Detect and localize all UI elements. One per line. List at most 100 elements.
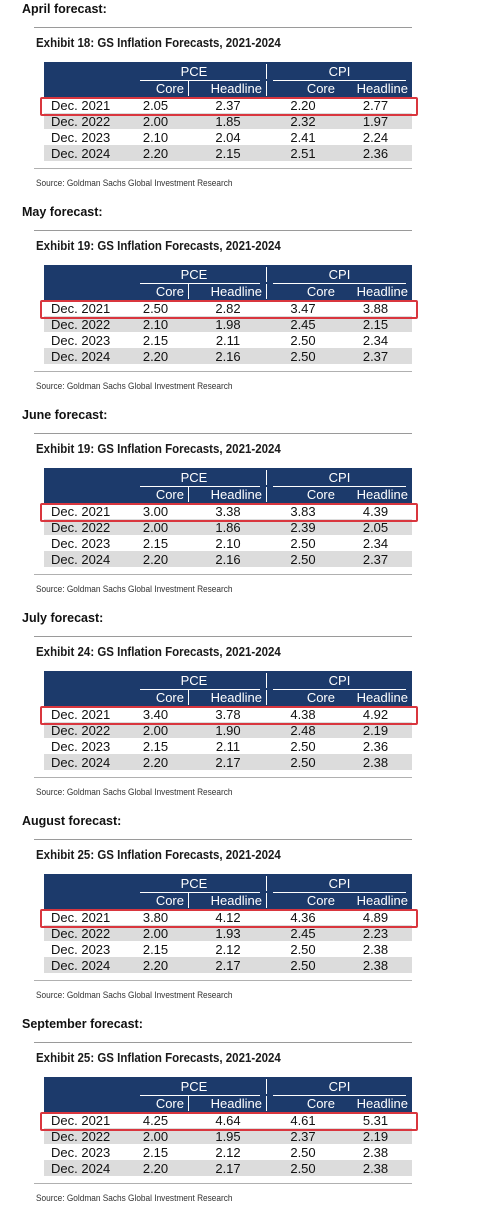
pce-core-cell: 2.20 bbox=[142, 145, 169, 161]
cpi-core-header: Core bbox=[306, 81, 335, 96]
pce-headline-cell: 2.10 bbox=[215, 535, 241, 551]
pce-core-cell: 4.25 bbox=[142, 1112, 169, 1128]
cpi-core-header: Core bbox=[306, 487, 335, 502]
cpi-core-cell: 2.41 bbox=[290, 129, 316, 145]
pce-headline-cell: 4.12 bbox=[215, 909, 241, 925]
period-cell: Dec. 2022 bbox=[51, 722, 111, 738]
cpi-headline-header: Headline bbox=[356, 284, 408, 299]
cpi-group-header: CPI bbox=[267, 470, 412, 487]
period-cell: Dec. 2022 bbox=[51, 925, 111, 941]
period-cell: Dec. 2023 bbox=[51, 1144, 111, 1160]
divider bbox=[34, 168, 412, 169]
pce-core-cell: 2.00 bbox=[142, 722, 169, 738]
cpi-headline-cell: 2.05 bbox=[362, 519, 389, 535]
pce-headline-header: Headline bbox=[189, 893, 267, 908]
forecast-label: June forecast: bbox=[22, 408, 108, 422]
table-row: Dec. 2021 3.00 3.38 3.83 4.39 bbox=[44, 503, 412, 519]
source-note: Source: Goldman Sachs Global Investment … bbox=[36, 1193, 233, 1203]
pce-headline-cell: 2.82 bbox=[215, 300, 241, 316]
cpi-core-header: Core bbox=[306, 284, 335, 299]
period-cell: Dec. 2024 bbox=[51, 145, 111, 161]
table-row: Dec. 2024 2.20 2.17 2.50 2.38 bbox=[44, 1160, 412, 1176]
cpi-core-cell: 4.61 bbox=[290, 1112, 316, 1128]
table-column-header: Core Headline Core Headline bbox=[44, 80, 412, 97]
forecast-block: May forecast: Exhibit 19: GS Inflation F… bbox=[0, 203, 500, 406]
pce-core-cell: 2.10 bbox=[142, 316, 169, 332]
forecast-block: September forecast: Exhibit 25: GS Infla… bbox=[0, 1015, 500, 1218]
table-row: Dec. 2021 3.40 3.78 4.38 4.92 bbox=[44, 706, 412, 722]
forecast-block: April forecast: Exhibit 18: GS Inflation… bbox=[0, 0, 500, 203]
pce-headline-header: Headline bbox=[189, 690, 267, 705]
cpi-core-cell: 2.50 bbox=[290, 957, 316, 973]
table-column-header: Core Headline Core Headline bbox=[44, 689, 412, 706]
cpi-headline-cell: 5.31 bbox=[362, 1112, 389, 1128]
source-note: Source: Goldman Sachs Global Investment … bbox=[36, 381, 233, 391]
cpi-headline-cell: 2.37 bbox=[362, 348, 389, 364]
period-cell: Dec. 2023 bbox=[51, 332, 111, 348]
table-group-header: PCE CPI bbox=[44, 62, 412, 81]
table-group-header: PCE CPI bbox=[44, 1077, 412, 1096]
pce-core-cell: 3.00 bbox=[142, 503, 169, 519]
cpi-headline-header: Headline bbox=[356, 690, 408, 705]
cpi-core-cell: 4.38 bbox=[290, 706, 316, 722]
table-row: Dec. 2023 2.10 2.04 2.41 2.24 bbox=[44, 129, 412, 145]
table-row: Dec. 2024 2.20 2.16 2.50 2.37 bbox=[44, 348, 412, 364]
cpi-headline-cell: 4.92 bbox=[362, 706, 389, 722]
table-group-header: PCE CPI bbox=[44, 671, 412, 690]
forecast-label: July forecast: bbox=[22, 611, 104, 625]
period-cell: Dec. 2021 bbox=[51, 706, 111, 722]
pce-headline-cell: 2.17 bbox=[215, 1160, 241, 1176]
cpi-core-cell: 2.51 bbox=[290, 145, 316, 161]
table-row: Dec. 2022 2.00 1.86 2.39 2.05 bbox=[44, 519, 412, 535]
forecast-label: September forecast: bbox=[22, 1017, 143, 1031]
divider bbox=[34, 777, 412, 778]
period-cell: Dec. 2023 bbox=[51, 129, 111, 145]
table-row: Dec. 2024 2.20 2.15 2.51 2.36 bbox=[44, 145, 412, 161]
pce-headline-cell: 2.11 bbox=[215, 332, 241, 348]
cpi-headline-cell: 2.38 bbox=[362, 754, 389, 770]
cpi-core-cell: 2.37 bbox=[290, 1128, 316, 1144]
divider bbox=[34, 1183, 412, 1184]
period-cell: Dec. 2022 bbox=[51, 113, 111, 129]
period-cell: Dec. 2024 bbox=[51, 754, 111, 770]
divider bbox=[34, 433, 412, 434]
source-note: Source: Goldman Sachs Global Investment … bbox=[36, 787, 233, 797]
pce-headline-cell: 1.98 bbox=[215, 316, 241, 332]
pce-headline-cell: 2.12 bbox=[215, 1144, 241, 1160]
pce-group-header: PCE bbox=[122, 63, 267, 81]
pce-headline-cell: 2.17 bbox=[215, 754, 241, 770]
pce-core-cell: 2.00 bbox=[142, 113, 169, 129]
period-cell: Dec. 2021 bbox=[51, 97, 111, 113]
cpi-core-cell: 2.39 bbox=[290, 519, 316, 535]
pce-headline-header: Headline bbox=[189, 1096, 267, 1111]
cpi-group-header: CPI bbox=[267, 267, 412, 284]
table-row: Dec. 2023 2.15 2.12 2.50 2.38 bbox=[44, 1144, 412, 1160]
cpi-core-cell: 2.50 bbox=[290, 535, 316, 551]
cpi-core-cell: 2.50 bbox=[290, 941, 316, 957]
table-row: Dec. 2024 2.20 2.16 2.50 2.37 bbox=[44, 551, 412, 567]
pce-core-cell: 2.00 bbox=[142, 1128, 169, 1144]
cpi-core-cell: 3.83 bbox=[290, 503, 316, 519]
pce-core-cell: 2.20 bbox=[142, 957, 169, 973]
cpi-headline-cell: 2.37 bbox=[362, 551, 389, 567]
table-row: Dec. 2021 3.80 4.12 4.36 4.89 bbox=[44, 909, 412, 925]
period-cell: Dec. 2021 bbox=[51, 1112, 111, 1128]
cpi-headline-cell: 2.19 bbox=[362, 1128, 389, 1144]
cpi-headline-cell: 2.15 bbox=[362, 316, 389, 332]
cpi-core-cell: 2.50 bbox=[290, 1144, 316, 1160]
cpi-headline-cell: 2.36 bbox=[362, 145, 389, 161]
exhibit-title: Exhibit 19: GS Inflation Forecasts, 2021… bbox=[36, 239, 281, 253]
table-row: Dec. 2022 2.00 1.95 2.37 2.19 bbox=[44, 1128, 412, 1144]
cpi-headline-cell: 2.38 bbox=[362, 957, 389, 973]
cpi-headline-cell: 2.38 bbox=[362, 1144, 389, 1160]
pce-headline-cell: 1.95 bbox=[215, 1128, 241, 1144]
cpi-core-header: Core bbox=[306, 690, 335, 705]
source-note: Source: Goldman Sachs Global Investment … bbox=[36, 178, 233, 188]
period-cell: Dec. 2022 bbox=[51, 1128, 111, 1144]
source-note: Source: Goldman Sachs Global Investment … bbox=[36, 584, 233, 594]
period-cell: Dec. 2021 bbox=[51, 300, 111, 316]
pce-headline-cell: 2.15 bbox=[215, 145, 241, 161]
pce-core-cell: 2.15 bbox=[142, 738, 169, 754]
pce-headline-cell: 2.37 bbox=[215, 97, 241, 113]
table-row: Dec. 2023 2.15 2.11 2.50 2.36 bbox=[44, 738, 412, 754]
